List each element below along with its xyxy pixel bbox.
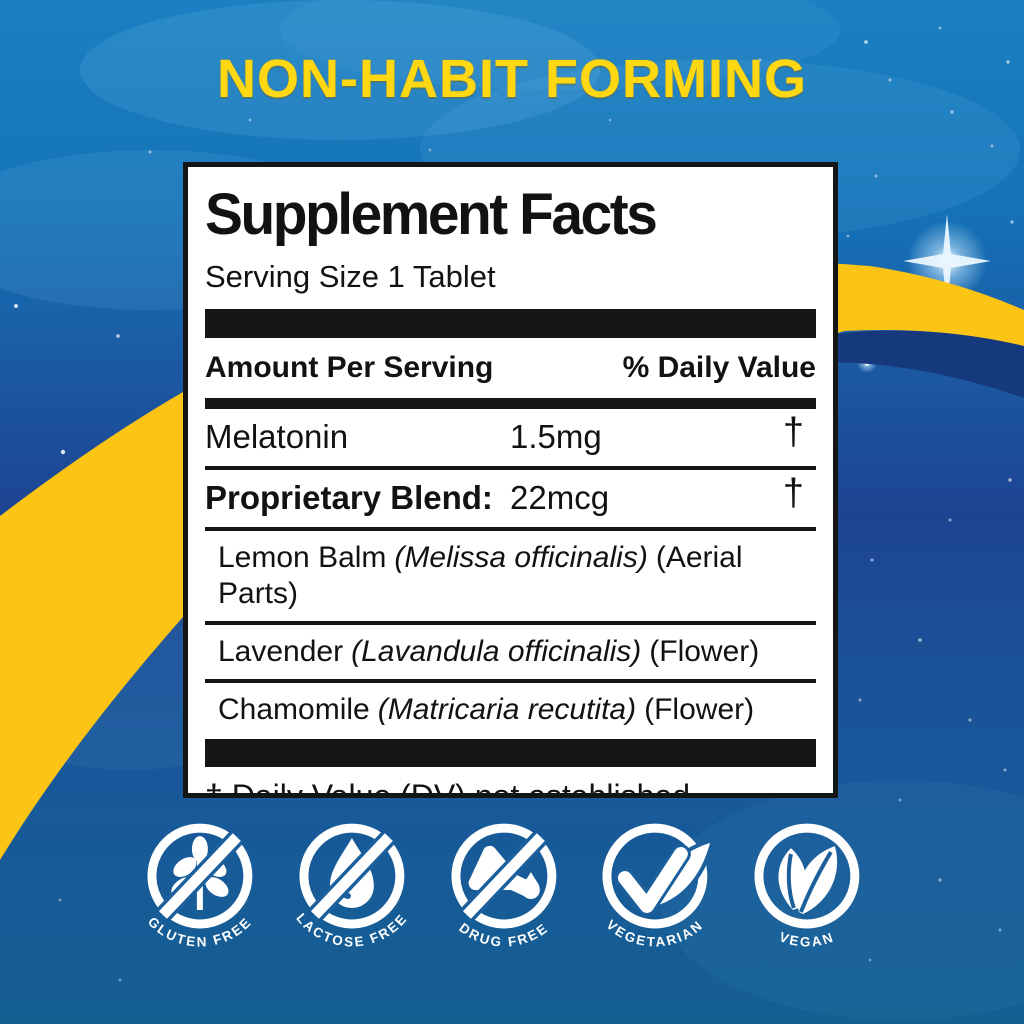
ingredient-name: Chamomile bbox=[218, 693, 370, 726]
divider-bar-bottom bbox=[205, 739, 816, 767]
badge-vegan: VEGAN bbox=[754, 823, 860, 950]
big-star-flare bbox=[903, 214, 991, 308]
ingredient-latin-name: (Melissa officinalis) bbox=[394, 541, 648, 574]
ingredient-latin-name: (Lavandula officinalis) bbox=[351, 635, 642, 668]
badge-gluten-free: GLUTEN FREE bbox=[145, 823, 255, 950]
serving-size: Serving Size 1 Tablet bbox=[205, 259, 496, 294]
ingredient-row-lavender: Lavender (Lavandula officinalis) (Flower) bbox=[205, 625, 816, 683]
badge-drug-free: DRUG FREE bbox=[451, 823, 556, 950]
ingredient-latin-name: (Matricaria recutita) bbox=[377, 693, 637, 726]
ingredient-row-chamomile: Chamomile (Matricaria recutita) (Flower) bbox=[205, 683, 816, 739]
nutrient-name: Melatonin bbox=[205, 418, 349, 455]
table-row-melatonin: Melatonin 1.5mg † bbox=[205, 409, 816, 470]
badge-lactose-free: LACTOSE FREE bbox=[293, 823, 410, 950]
dv-footnote: † Daily Value (DV) not established bbox=[205, 778, 690, 798]
ingredient-name: Lemon Balm bbox=[218, 541, 387, 574]
table-header-row: Amount Per Serving % Daily Value bbox=[205, 338, 816, 398]
feature-badges-row: GLUTEN FREE LACTOSE FREE bbox=[124, 822, 883, 980]
svg-text:GLUTEN FREE: GLUTEN FREE bbox=[145, 914, 255, 950]
stars bbox=[14, 26, 1014, 982]
badge-label: VEGAN bbox=[777, 929, 834, 949]
ingredient-plant-part: (Aerial Parts) bbox=[218, 541, 743, 610]
amount-per-serving-header: Amount Per Serving bbox=[205, 351, 494, 384]
divider-bar-top bbox=[205, 309, 816, 338]
ingredient-plant-part: (Flower) bbox=[649, 635, 760, 668]
ingredient-row-lemon-balm: Lemon Balm (Melissa officinalis) (Aerial P… bbox=[205, 531, 816, 625]
supplement-facts-panel: Supplement Facts Serving Size 1 Tablet A… bbox=[183, 162, 838, 798]
badge-label: LACTOSE FREE bbox=[293, 910, 408, 949]
ingredient-name: Lavender bbox=[218, 635, 344, 668]
svg-text:LACTOSE FREE: LACTOSE FREE bbox=[293, 910, 410, 949]
swoosh-shadow bbox=[820, 330, 1024, 398]
flask-crossed-icon bbox=[451, 823, 556, 929]
badge-vegetarian: VEGETARIAN bbox=[602, 823, 716, 950]
nutrient-name: Proprietary Blend: bbox=[205, 479, 493, 516]
nutrient-dv: † bbox=[782, 411, 804, 453]
nutrient-dv: † bbox=[782, 472, 804, 514]
ingredient-plant-part: (Flower) bbox=[644, 693, 755, 726]
panel-title: Supplement Facts bbox=[205, 182, 658, 247]
checkmark-leaf-icon bbox=[602, 823, 716, 929]
daily-value-header: % Daily Value bbox=[622, 351, 816, 384]
svg-text:VEGAN: VEGAN bbox=[777, 929, 836, 949]
non-habit-forming-headline: NON-HABIT FORMING bbox=[217, 49, 807, 109]
table-row-proprietary-blend: Proprietary Blend: 22mcg † bbox=[205, 470, 816, 531]
milk-drop-crossed-icon bbox=[299, 823, 405, 929]
two-leaves-icon bbox=[754, 823, 860, 929]
wheat-crossed-icon bbox=[147, 823, 253, 929]
divider-bar-header bbox=[205, 398, 816, 409]
nutrient-amount: 1.5mg bbox=[510, 418, 602, 455]
nutrient-amount: 22mcg bbox=[510, 479, 610, 516]
badge-label: GLUTEN FREE bbox=[145, 914, 253, 950]
